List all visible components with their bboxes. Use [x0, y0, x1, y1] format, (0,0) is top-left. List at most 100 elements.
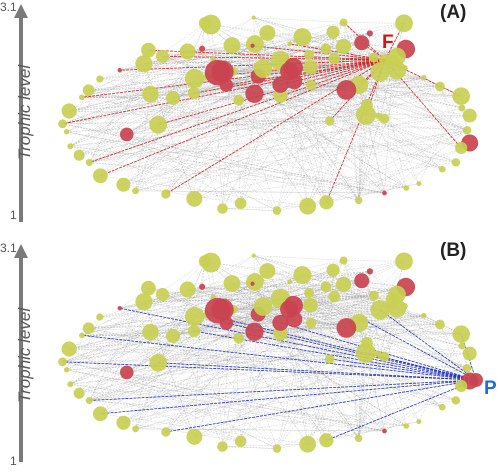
trophic-link [289, 43, 335, 59]
trophic-link [310, 67, 443, 170]
trophic-link [194, 400, 456, 437]
species-node-yellow [451, 396, 461, 405]
trophic-link [334, 23, 405, 59]
species-node-red [245, 84, 264, 103]
species-node-yellow [96, 313, 104, 321]
trophic-link [222, 292, 310, 447]
trophic-link [70, 316, 100, 385]
trophic-link [165, 331, 255, 433]
species-node-yellow [184, 306, 205, 327]
trophic-link [100, 358, 330, 414]
trophic-link [62, 361, 407, 427]
trophic-link [280, 81, 364, 96]
species-node-yellow [458, 104, 466, 112]
highlighted-link [379, 309, 477, 381]
trophic-link [193, 92, 239, 101]
trophic-link [222, 446, 277, 449]
trophic-link [308, 54, 462, 149]
trophic-link [346, 89, 359, 201]
trophic-link [280, 84, 407, 189]
trophic-link [62, 353, 379, 363]
trophic-link [135, 428, 385, 432]
trophic-link [194, 316, 385, 357]
trophic-link [346, 89, 468, 131]
trophic-link [280, 95, 385, 194]
trophic-link [233, 71, 241, 204]
trophic-link [81, 63, 145, 98]
trophic-link [81, 301, 145, 336]
trophic-link [222, 45, 253, 209]
trophic-link [253, 17, 327, 203]
species-node-yellow [217, 441, 228, 452]
trophic-link [231, 45, 462, 97]
species-node-yellow [320, 281, 332, 293]
trophic-link [100, 331, 195, 414]
highlighted-link [89, 379, 477, 401]
trophic-link [70, 269, 334, 385]
highlighted-link [81, 59, 386, 98]
species-node-yellow [253, 297, 273, 316]
trophic-link [88, 48, 406, 91]
species-node-yellow [379, 54, 391, 66]
trophic-link [226, 84, 327, 203]
trophic-link [307, 71, 381, 207]
trophic-link [280, 43, 290, 96]
trophic-link [254, 331, 407, 427]
species-node-yellow [388, 47, 406, 66]
species-node-yellow [246, 35, 264, 53]
trophic-link [79, 380, 470, 394]
species-node-yellow [251, 15, 256, 20]
species-node-yellow [305, 79, 317, 91]
species-node-yellow [161, 427, 171, 437]
trophic-link [81, 97, 127, 135]
highlighted-link [119, 59, 386, 71]
trophic-link [66, 352, 366, 370]
trophic-link [89, 48, 406, 163]
trophic-link [62, 115, 379, 125]
species-node-yellow [155, 49, 170, 63]
trophic-link [62, 319, 364, 363]
species-node-yellow [339, 18, 348, 27]
species-node-yellow [234, 197, 247, 210]
trophic-link [217, 72, 462, 149]
trophic-link [222, 206, 308, 209]
trophic-axis-arrow-a [14, 4, 28, 222]
species-node-yellow [305, 317, 317, 329]
trophic-link [366, 342, 468, 369]
species-node-red [286, 73, 303, 90]
trophic-link [69, 46, 344, 112]
species-node-yellow [92, 168, 108, 184]
species-node-yellow [85, 396, 93, 405]
trophic-link [253, 17, 344, 23]
trophic-link [276, 327, 347, 449]
trophic-link [70, 78, 100, 147]
species-node-yellow [375, 350, 382, 358]
trophic-link [81, 97, 456, 163]
species-node-yellow [299, 197, 317, 215]
trophic-link [254, 93, 407, 189]
trophic-link [293, 305, 367, 353]
trophic-link [231, 45, 398, 57]
trophic-link [379, 71, 407, 189]
trophic-link [81, 335, 127, 373]
trophic-link [89, 308, 398, 401]
species-node-yellow [179, 43, 196, 60]
trophic-link [343, 260, 364, 320]
trophic-link [66, 358, 330, 370]
species-node-yellow [354, 196, 363, 205]
species-node-yellow [387, 299, 407, 318]
trophic-link [307, 130, 468, 207]
species-node-yellow [61, 103, 77, 119]
trophic-link [143, 286, 326, 302]
trophic-link [194, 115, 379, 199]
trophic-link [70, 383, 407, 427]
trophic-link [326, 147, 462, 203]
species-node-yellow [354, 434, 363, 443]
trophic-link [253, 255, 344, 261]
trophic-link [194, 162, 456, 199]
trophic-link [343, 284, 470, 382]
species-node-yellow [303, 59, 318, 75]
species-node-red [117, 306, 122, 311]
trophic-link [135, 84, 312, 192]
trophic-link [126, 372, 278, 449]
